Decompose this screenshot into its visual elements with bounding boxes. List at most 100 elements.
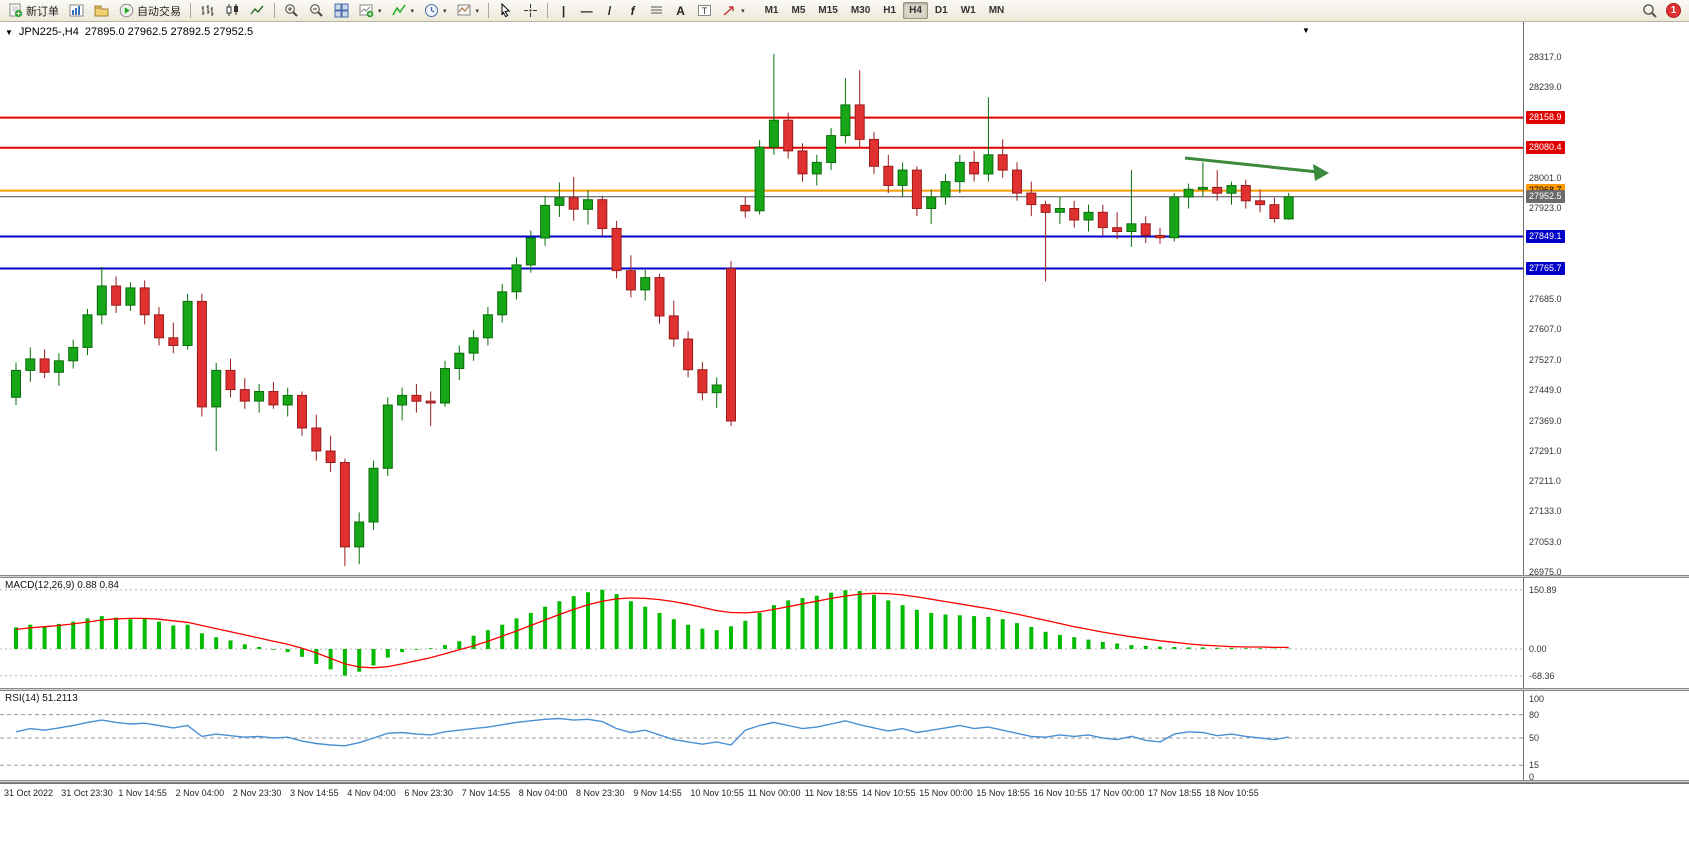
timeframe-button-m30[interactable]: M30 [850, 5, 871, 16]
toolbar-separator [488, 3, 490, 18]
zoom-in-button[interactable] [280, 1, 303, 20]
indicators-icon [391, 4, 406, 16]
label-tool-button[interactable]: T [693, 1, 716, 20]
templates-caret-icon[interactable]: ▾ [475, 7, 480, 15]
timeframe-button-m1[interactable]: M1 [764, 5, 779, 16]
pane-splitter[interactable] [0, 780, 1689, 783]
rsi-chart[interactable] [0, 691, 1523, 780]
arrows-tool-button[interactable]: ▾ [718, 1, 749, 20]
notification-badge[interactable]: 1 [1666, 3, 1681, 18]
time-axis[interactable]: 31 Oct 2022 31 Oct 23:30 1 Nov 14:55 2 Nov … [0, 783, 1689, 803]
price-line-badge: 27765.7 [1526, 261, 1565, 275]
pane-splitter[interactable] [0, 688, 1689, 691]
new-order-button[interactable]: 新订单 [4, 1, 63, 20]
rsi-pane: RSI(14) 51.2113 100 80 50 15 0 [0, 691, 1689, 782]
search-icon[interactable] [1642, 3, 1658, 19]
timeframe-button-d1[interactable]: D1 [934, 5, 948, 16]
time-axis-label: 9 Nov 14:55 [633, 788, 682, 798]
price-tick-label: 28239.0 [1529, 81, 1562, 92]
rsi-axis[interactable]: 100 80 50 15 0 [1523, 691, 1689, 782]
periods-button[interactable]: ▾ [420, 1, 451, 20]
autotrading-button[interactable]: 自动交易 [115, 1, 185, 20]
timeframe-button-m15[interactable]: M15 [818, 5, 838, 16]
timeframe-button-w1[interactable]: W1 [960, 5, 976, 16]
new-chart-icon [359, 4, 374, 18]
crosshair-button[interactable] [519, 1, 542, 20]
new-order-icon [9, 3, 23, 18]
shapes-tool-button[interactable] [645, 1, 668, 20]
toolbar-right: 1 [1642, 3, 1685, 19]
timeframe-button-mn[interactable]: MN [988, 5, 1005, 16]
charts-icon [69, 4, 84, 17]
charts-button[interactable] [65, 1, 88, 20]
price-tick-label: 27923.0 [1529, 203, 1562, 214]
time-axis-label: 2 Nov 04:00 [175, 788, 225, 798]
price-tick-label: 27133.0 [1529, 506, 1562, 517]
tile-windows-button[interactable] [330, 1, 353, 20]
horizontal-line-icon: — [580, 3, 593, 18]
indicators-caret-icon[interactable]: ▾ [410, 7, 415, 15]
cursor-icon [501, 3, 511, 18]
line-chart-button[interactable] [246, 1, 269, 20]
price-tick-label: 28317.0 [1529, 51, 1562, 62]
macd-tick-label: 150.89 [1529, 584, 1557, 595]
svg-text:T: T [702, 6, 708, 16]
time-axis-label: 11 Nov 00:00 [747, 788, 801, 798]
price-axis[interactable]: 28317.0 28239.0 28001.0 27923.0 27685.0 27607… [1523, 22, 1689, 577]
symbol-dropdown-icon[interactable]: ▼ [5, 27, 13, 37]
zoom-out-button[interactable] [305, 1, 328, 20]
horizontal-line-tool-button[interactable]: — [576, 1, 597, 20]
fibonacci-tool-button[interactable]: f [622, 1, 643, 20]
time-axis-label: 7 Nov 14:55 [461, 788, 511, 798]
zoom-out-icon [310, 4, 323, 17]
price-line-badge: 27952.5 [1526, 190, 1565, 204]
timeframe-button-h4[interactable]: H4 [903, 2, 928, 19]
pane-splitter[interactable] [0, 575, 1689, 578]
macd-axis[interactable]: 150.89 0.00 -68.36 [1523, 578, 1689, 688]
chart-ohlc-header: ▼ JPN225-,H4 27895.0 27962.5 27892.5 279… [5, 26, 253, 38]
text-tool-button[interactable]: A [670, 1, 691, 20]
new-chart-caret-icon[interactable]: ▾ [378, 7, 382, 15]
price-line-badge: 27849.1 [1526, 229, 1565, 243]
time-axis-label: 2 Nov 23:30 [232, 788, 282, 798]
candlestick-chart-icon [226, 4, 238, 16]
tile-windows-icon [334, 3, 349, 18]
label-icon: T [698, 5, 712, 16]
price-tick-label: 27369.0 [1529, 415, 1562, 426]
timeframe-button-m5[interactable]: M5 [791, 5, 806, 16]
text-icon: A [676, 3, 685, 18]
periods-caret-icon[interactable]: ▾ [443, 7, 447, 15]
line-chart-icon [250, 5, 264, 15]
chart-symbol-period-label: JPN225-,H4 [18, 26, 79, 38]
timeframe-button-h1[interactable]: H1 [883, 5, 897, 16]
time-axis-label: 14 Nov 10:55 [862, 788, 916, 798]
main-chart[interactable] [0, 22, 1523, 575]
bars-chart-button[interactable] [196, 1, 219, 20]
trendline-tool-button[interactable]: / [599, 1, 620, 20]
arrows-caret-icon[interactable]: ▾ [741, 7, 745, 15]
bars-chart-icon [201, 5, 214, 16]
candlestick-chart-button[interactable] [221, 1, 244, 20]
shapes-icon [651, 6, 663, 14]
price-tick-label: 27211.0 [1529, 476, 1561, 487]
profiles-button[interactable] [90, 1, 113, 20]
fibonacci-icon: f [630, 3, 635, 18]
indicators-button[interactable]: ▾ [388, 1, 419, 20]
time-axis-label: 1 Nov 14:55 [118, 788, 167, 798]
new-chart-button[interactable]: ▾ [355, 1, 386, 20]
templates-icon [457, 4, 471, 16]
price-tick-label: 26975.0 [1529, 566, 1562, 577]
macd-pane: MACD(12,26,9) 0.88 0.84 150.89 0.00 -68.36 [0, 578, 1689, 688]
clock-icon [425, 4, 439, 17]
templates-button[interactable]: ▾ [453, 1, 484, 20]
vertical-line-tool-button[interactable]: | [553, 1, 574, 20]
new-order-label: 新订单 [26, 5, 59, 18]
price-tick-label: 27449.0 [1529, 384, 1562, 395]
chart-menu-arrow-icon[interactable]: ▼ [1302, 26, 1310, 35]
main-price-pane: ▼ JPN225-,H4 27895.0 27962.5 27892.5 279… [0, 22, 1689, 577]
cursor-button[interactable] [494, 1, 517, 20]
macd-chart[interactable] [0, 578, 1523, 688]
time-axis-label: 6 Nov 23:30 [404, 788, 453, 798]
zoom-in-icon [285, 4, 298, 17]
